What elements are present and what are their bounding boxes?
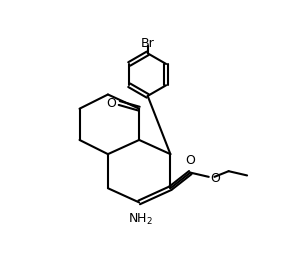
Text: O: O	[185, 154, 195, 167]
Text: O: O	[210, 172, 220, 185]
Text: NH$_2$: NH$_2$	[128, 212, 153, 228]
Text: Br: Br	[141, 37, 154, 50]
Text: O: O	[106, 96, 116, 109]
